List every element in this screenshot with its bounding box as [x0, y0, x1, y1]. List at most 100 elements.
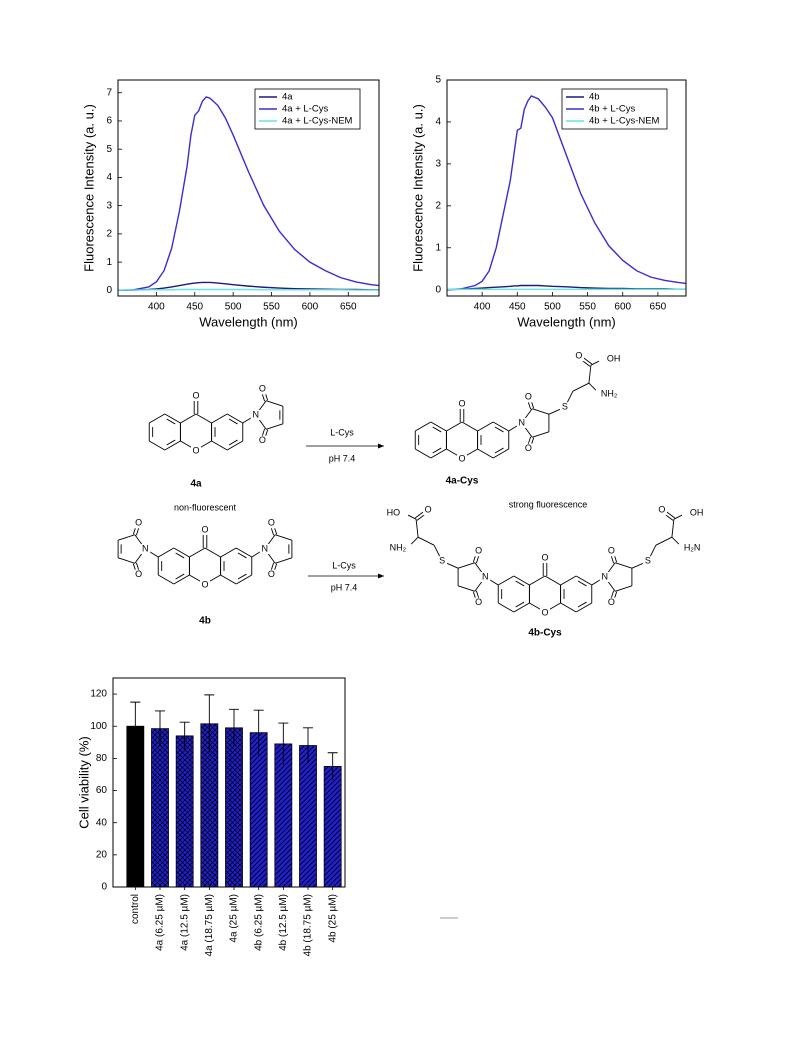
condition: pH 7.4	[329, 453, 356, 463]
bond	[515, 601, 525, 608]
y-tick-label: 4	[435, 117, 441, 128]
bond	[588, 365, 592, 384]
atom-mask	[457, 454, 467, 464]
atom-mask	[656, 505, 667, 516]
atom-mask	[606, 597, 617, 608]
bond	[513, 575, 530, 586]
atom-mask	[684, 508, 695, 519]
y-tick-label: 4	[106, 172, 112, 183]
bond	[265, 400, 284, 407]
atom-mask	[257, 435, 268, 446]
error-bar	[303, 727, 313, 764]
bond	[164, 440, 181, 451]
plot-frame	[446, 79, 687, 297]
bond	[158, 574, 175, 585]
bond	[211, 440, 228, 451]
atom-mask	[573, 351, 584, 362]
x-tick-label: 4a (25 µM)	[229, 894, 240, 943]
bond	[513, 602, 530, 613]
bond	[575, 575, 592, 586]
atom-mask	[599, 572, 610, 582]
bond	[220, 547, 237, 558]
atom-mask	[133, 518, 144, 529]
bar-hatch	[225, 727, 243, 887]
x-axis-label: Wavelength (nm)	[517, 314, 616, 329]
bond	[407, 514, 417, 520]
error-bar	[130, 701, 141, 751]
atom-mask	[257, 384, 268, 395]
bond	[529, 575, 546, 586]
atom-mask	[473, 597, 484, 608]
bond	[671, 536, 680, 545]
error-bar	[253, 709, 264, 756]
atom-mask	[191, 391, 201, 401]
compound-label: 4b-Cys	[528, 628, 562, 639]
atom-mask	[473, 546, 484, 557]
bond	[235, 547, 252, 558]
compound-label: 4b	[199, 616, 211, 627]
atom-label: OH	[607, 354, 621, 364]
legend-label: 4b + L-Cys-NEM	[589, 116, 660, 127]
bar-hatch	[151, 728, 169, 887]
x-tick-label: 4b (25 µM)	[327, 894, 338, 943]
bond	[220, 574, 237, 585]
y-tick-label: 0	[101, 882, 107, 893]
x-tick-label: 4b (6.25 µM)	[253, 894, 264, 951]
reaction-scheme	[117, 357, 683, 613]
series-line	[118, 288, 379, 291]
atom-label: N	[482, 571, 489, 581]
reagent: L-Cys	[330, 427, 354, 437]
atom-label: NH₂	[390, 543, 407, 553]
bond	[415, 448, 432, 459]
atom-mask	[540, 553, 550, 563]
x-tick-label: 650	[340, 302, 357, 313]
bar-hatch	[274, 743, 292, 887]
bond	[204, 547, 221, 558]
bond	[195, 413, 212, 424]
x-tick-label: 450	[186, 302, 203, 313]
atom-label: N	[262, 543, 269, 553]
bond	[461, 421, 478, 432]
bond	[417, 536, 435, 546]
bond	[416, 514, 426, 521]
bond	[492, 421, 509, 432]
atom-mask	[437, 556, 448, 567]
y-tick-label: 0	[435, 284, 441, 295]
x-tick-label: 4a (18.75 µM)	[204, 894, 215, 956]
atom-label: O	[475, 546, 482, 556]
legend-label: 4a	[282, 92, 293, 103]
y-tick-label: 120	[90, 689, 107, 700]
bar-hatch	[176, 735, 194, 887]
bond	[166, 439, 176, 446]
bond	[494, 447, 504, 454]
error-bar	[327, 752, 338, 781]
atom-label: O	[201, 579, 208, 589]
bond	[614, 562, 633, 569]
bond	[614, 585, 633, 592]
bond	[175, 573, 185, 580]
bond	[655, 536, 673, 546]
x-tick-label: control	[130, 894, 141, 924]
bond	[577, 601, 587, 608]
atom-mask	[200, 580, 210, 590]
plot-frame	[117, 79, 380, 297]
atom-mask	[133, 569, 144, 580]
bond	[588, 382, 597, 391]
bond	[581, 360, 591, 367]
atom-mask	[642, 556, 653, 567]
atom-mask	[395, 508, 406, 519]
bond	[544, 575, 561, 586]
legend-label: 4a + L-Cys	[282, 104, 328, 115]
atom-label: O	[259, 384, 266, 394]
bond	[237, 552, 247, 559]
x-tick-label: 4b (12.5 µM)	[278, 894, 289, 951]
atom-label: O	[475, 597, 482, 607]
atom-mask	[523, 443, 534, 454]
legend-label: 4b + L-Cys	[589, 104, 635, 115]
legend-label: 4b	[589, 92, 600, 103]
bond	[583, 357, 593, 365]
compound-label: 4a	[190, 479, 202, 490]
bond	[180, 413, 197, 424]
